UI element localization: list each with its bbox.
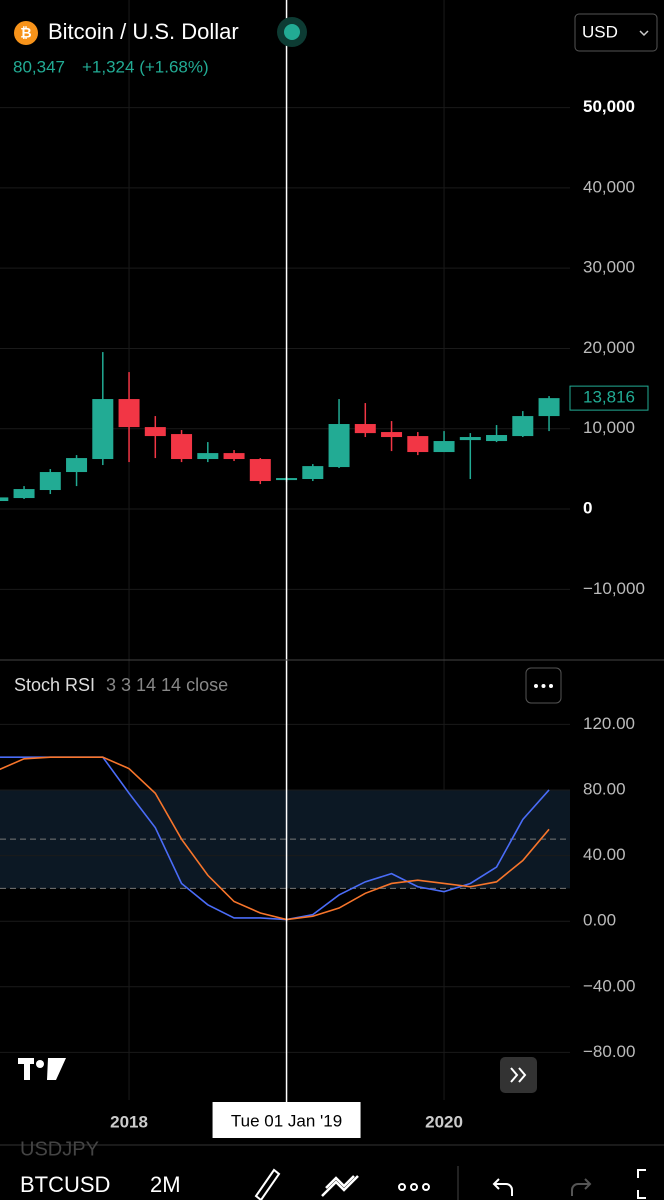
toolbar-symbol[interactable]: BTCUSD xyxy=(20,1172,110,1197)
currency-select[interactable] xyxy=(574,13,658,52)
more-tool[interactable] xyxy=(398,1183,430,1191)
toolbar-interval[interactable]: 2M xyxy=(150,1172,181,1197)
draw-tool[interactable] xyxy=(254,1168,281,1200)
x-tick-label: 2020 xyxy=(425,1112,463,1131)
crosshair-date-box xyxy=(212,1102,361,1138)
candle-body xyxy=(118,399,140,428)
y-tick-label: 20,000 xyxy=(583,338,635,357)
bitcoin-symbol: ₿ xyxy=(20,25,31,41)
candle-body xyxy=(223,453,245,460)
y-tick-label: 0.00 xyxy=(583,911,616,930)
currency-label: USD xyxy=(582,22,618,41)
y-tick-label: −40.00 xyxy=(583,976,635,995)
chevron xyxy=(639,30,649,37)
candle-body xyxy=(0,497,9,502)
status-dot xyxy=(284,24,300,40)
candle-body xyxy=(328,424,350,468)
y-tick-label: 40,000 xyxy=(583,177,635,196)
candle-body xyxy=(302,466,324,480)
candle-body xyxy=(92,399,114,460)
candle-body xyxy=(171,434,193,460)
y-tick-label: −80.00 xyxy=(583,1042,635,1061)
indicator-title: Stoch RSI xyxy=(14,675,95,695)
plot-layer: −10,000 0 10,000 20,000 30,000 40,000 50,000 13… xyxy=(0,0,649,1102)
fullscreen-button[interactable] xyxy=(637,1169,646,1199)
candle-body xyxy=(407,436,429,453)
candle-body xyxy=(13,489,35,499)
y-tick-label: 10,000 xyxy=(583,418,635,437)
y-tick-label: 50,000 xyxy=(583,97,635,116)
candle-body xyxy=(249,459,271,482)
candle-body xyxy=(433,441,455,453)
crosshair-date-label: Tue 01 Jan '19 xyxy=(231,1111,342,1130)
ghost-symbol: USDJPY xyxy=(20,1138,99,1160)
indicators-tool[interactable] xyxy=(321,1175,359,1197)
candle-body xyxy=(144,427,166,437)
stoch-line xyxy=(0,756,550,921)
candle-body xyxy=(512,416,534,437)
more-dots xyxy=(534,684,553,688)
indicator-params: 3 3 14 14 close xyxy=(106,675,228,695)
candle-body xyxy=(381,432,403,438)
candle-body xyxy=(197,453,219,460)
candle-body xyxy=(66,458,88,473)
last-price: 80,347 xyxy=(13,57,65,76)
last-price-box xyxy=(569,385,649,411)
price-change: +1,324 (+1.68%) xyxy=(82,57,209,76)
y-tick-label: 40.00 xyxy=(583,845,626,864)
candle-body xyxy=(459,437,481,441)
y-tick-label: 120.00 xyxy=(583,714,635,733)
candle-body xyxy=(538,398,560,417)
redo-button[interactable] xyxy=(571,1178,592,1196)
y-tick-label: 0 xyxy=(583,499,592,518)
symbol-title: Bitcoin / U.S. Dollar xyxy=(48,19,239,44)
candle-body xyxy=(354,424,376,434)
candle-body xyxy=(486,435,508,442)
y-tick-label: 80.00 xyxy=(583,779,626,798)
scroll-realtime-button[interactable] xyxy=(500,1057,537,1093)
undo-button[interactable] xyxy=(492,1178,513,1196)
double-chevron xyxy=(510,1067,527,1083)
x-tick-label: 2018 xyxy=(110,1112,148,1131)
bitcoin-icon xyxy=(14,21,38,45)
candle-body xyxy=(39,472,61,491)
y-tick-label: −10,000 xyxy=(583,579,645,598)
tv-logo xyxy=(18,1058,66,1080)
y-tick-label: 30,000 xyxy=(583,258,635,277)
last-price-label: 13,816 xyxy=(583,388,635,407)
